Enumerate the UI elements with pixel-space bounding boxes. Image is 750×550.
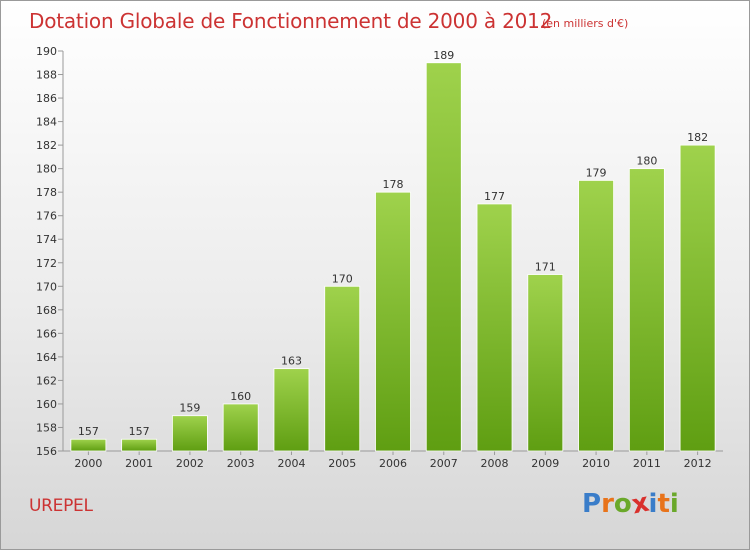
chart-title: Dotation Globale de Fonctionnement de 20…: [29, 9, 553, 33]
bar: [628, 168, 665, 452]
y-tick-label: 166: [36, 327, 57, 340]
y-tick-label: 188: [36, 69, 57, 82]
y-tick-label: 168: [36, 304, 57, 317]
bar: [375, 191, 411, 452]
commune-name: UREPEL: [29, 496, 93, 516]
bar: [679, 144, 716, 452]
y-tick-label: 180: [36, 163, 57, 176]
bars: [70, 62, 716, 452]
x-tick-label: 2009: [531, 457, 559, 470]
proxiti-logo: Proxiti: [582, 488, 679, 521]
value-labels: 2000 157 2001 157 2002 159 2003 160 2004 163 2005 1…: [74, 49, 711, 470]
axes: 156 158 160 162 164 166 168 170 172 174 176 178 180 1…: [36, 45, 723, 458]
bar: [121, 438, 158, 452]
x-tick-label: 2001: [125, 457, 153, 470]
y-tick-label: 158: [36, 421, 57, 434]
logo-letter: r: [601, 489, 614, 519]
y-tick-label: 184: [36, 116, 57, 129]
x-tick-label: 2010: [582, 457, 610, 470]
x-tick-label: 2011: [633, 457, 661, 470]
data-label: 171: [535, 261, 556, 274]
y-tick-label: 174: [36, 233, 57, 246]
data-label: 170: [332, 272, 353, 285]
y-tick-label: 172: [36, 257, 57, 270]
data-label: 182: [687, 131, 708, 144]
data-label: 179: [586, 166, 607, 179]
y-tick-label: 176: [36, 210, 57, 223]
bar: [172, 415, 208, 452]
x-tick-label: 2000: [74, 457, 102, 470]
x-tick-label: 2003: [227, 457, 255, 470]
y-tick-label: 178: [36, 186, 57, 199]
data-label: 178: [383, 178, 404, 191]
bar: [222, 403, 259, 452]
bar: [578, 180, 614, 452]
bar: [425, 62, 462, 452]
x-tick-label: 2006: [379, 457, 407, 470]
x-tick-label: 2004: [277, 457, 305, 470]
logo-letter: o: [613, 489, 632, 519]
y-tick-label: 170: [36, 280, 57, 293]
unit-note: (en milliers d'€): [542, 17, 629, 30]
x-tick-label: 2008: [481, 457, 509, 470]
x-tick-label: 2007: [430, 457, 458, 470]
y-tick-label: 160: [36, 398, 57, 411]
logo-letter: t: [657, 489, 670, 519]
x-tick-label: 2002: [176, 457, 204, 470]
bar: [324, 285, 361, 452]
bar: [527, 274, 564, 452]
data-label: 160: [230, 390, 251, 403]
data-label: 157: [129, 425, 150, 438]
y-tick-label: 162: [36, 374, 57, 387]
data-label: 177: [484, 190, 505, 203]
data-label: 159: [179, 402, 200, 415]
bar: [273, 368, 310, 452]
bar: [476, 203, 513, 452]
data-label: 189: [433, 49, 454, 62]
data-label: 163: [281, 355, 302, 368]
y-tick-label: 190: [36, 45, 57, 58]
data-label: 157: [78, 425, 99, 438]
logo-letter: i: [669, 489, 679, 519]
x-tick-label: 2005: [328, 457, 356, 470]
logo-letter: P: [582, 489, 602, 519]
y-tick-label: 182: [36, 139, 57, 152]
y-tick-label: 186: [36, 92, 57, 105]
x-tick-label: 2012: [684, 457, 712, 470]
y-tick-label: 164: [36, 351, 57, 364]
logo-letter: i: [648, 489, 658, 519]
bar: [70, 438, 107, 452]
data-label: 180: [636, 155, 657, 168]
y-tick-label: 156: [36, 445, 57, 458]
